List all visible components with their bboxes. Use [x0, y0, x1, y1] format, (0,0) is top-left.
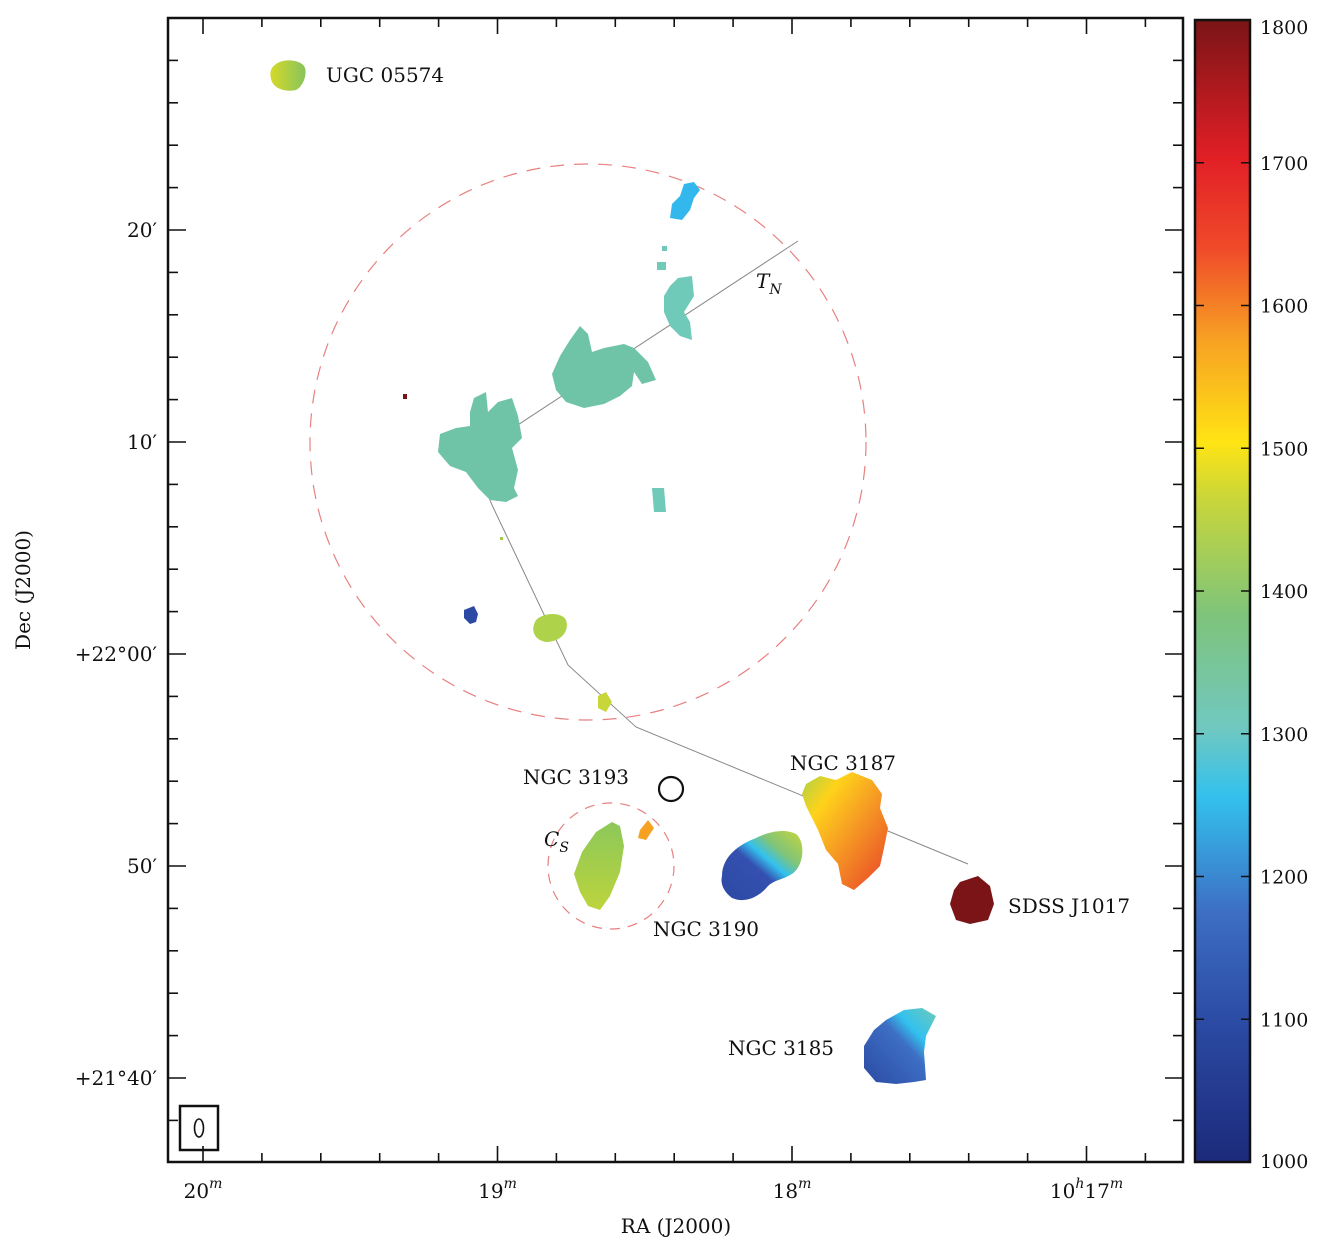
label-ngc-3185: NGC 3185: [728, 1036, 834, 1060]
beam-box: [178, 1104, 220, 1152]
blob-ugc-05574: [270, 60, 306, 91]
colorbar-tick-label: 1400: [1260, 581, 1308, 603]
colorbar-tick-label: 1000: [1260, 1151, 1308, 1173]
blob-ngc-3185: [864, 1008, 936, 1084]
blob-blue-small: [464, 606, 478, 624]
colorbar-tick-label: 1200: [1260, 867, 1308, 889]
label-ngc-3193: NGC 3193: [523, 765, 629, 789]
colorbar-tick-label: 1700: [1260, 153, 1308, 175]
x-tick-label: 18m: [773, 1176, 812, 1203]
x-tick-label: 20m: [184, 1176, 223, 1203]
blob-tn-speck-2: [657, 262, 666, 270]
y-tick-label: 20′: [127, 218, 157, 242]
blob-cs: [574, 822, 624, 910]
y-tick-labels: 20′ 10′ +22°00′ 50′ +21°40′: [75, 218, 158, 1090]
label-tn-main: T: [756, 269, 771, 293]
colorbar-tick-label: 1800: [1260, 17, 1308, 39]
blob-ngc-3187: [802, 772, 888, 890]
y-tick-label: +21°40′: [75, 1066, 158, 1090]
x-axis-title: RA (J2000): [621, 1214, 731, 1238]
label-tn-sub: N: [768, 282, 782, 298]
blob-red-speck: [403, 394, 407, 399]
blob-yellow-small: [598, 692, 612, 712]
y-tick-label: 10′: [127, 430, 157, 454]
blob-tn-cloud-1: [552, 326, 656, 408]
x-tick-marks: [202, 18, 1147, 1162]
y-tick-label: +22°00′: [75, 642, 158, 666]
cs-region-circle: [547, 802, 675, 930]
tn-region-circle: [309, 163, 867, 721]
blob-orange-small: [638, 820, 654, 840]
y-tick-label: 50′: [127, 854, 157, 878]
colorbar-ticks: 1000 1100 1200 1300 1400 1500 1600 1700 1800: [1195, 17, 1308, 1173]
colorbar-tick-label: 1600: [1260, 296, 1308, 318]
blob-tn-mid: [664, 276, 694, 340]
tidal-track-line: [471, 240, 969, 865]
label-ngc-3190: NGC 3190: [653, 917, 759, 941]
label-ugc-05574: UGC 05574: [326, 63, 444, 87]
x-tick-label: 19m: [478, 1176, 517, 1203]
colorbar-tick-label: 1100: [1260, 1009, 1308, 1031]
blob-green-mid: [533, 614, 567, 642]
plot-frame: [166, 16, 1185, 1164]
colorbar: [1193, 18, 1252, 1164]
blob-tn-speck-1: [662, 246, 667, 251]
beam-ellipse: [193, 1118, 205, 1138]
y-axis-title: Dec (J2000): [11, 530, 35, 650]
blob-sdss-j1017: [950, 876, 994, 924]
blob-ngc-3190: [721, 831, 803, 901]
label-sdss-j1017: SDSS J1017: [1008, 894, 1130, 918]
colorbar-tick-label: 1500: [1260, 438, 1308, 460]
x-tick-labels: 20m 19m 18m 10h17m: [184, 1176, 1123, 1203]
blob-tn-cloud-2: [438, 392, 522, 502]
x-tick-label: 10h17m: [1050, 1176, 1123, 1203]
label-ngc-3187: NGC 3187: [790, 751, 896, 775]
label-tn: TN: [756, 269, 782, 298]
label-cs-sub: S: [559, 840, 569, 856]
blob-tn-top: [670, 182, 700, 220]
blob-small-teal: [652, 488, 666, 512]
colorbar-tick-label: 1300: [1260, 724, 1308, 746]
blob-tiny-speck: [500, 537, 503, 540]
y-tick-marks: [168, 59, 1183, 1122]
label-cs: CS: [544, 827, 569, 856]
ngc-3193-marker: [657, 775, 685, 803]
label-cs-main: C: [544, 827, 559, 851]
